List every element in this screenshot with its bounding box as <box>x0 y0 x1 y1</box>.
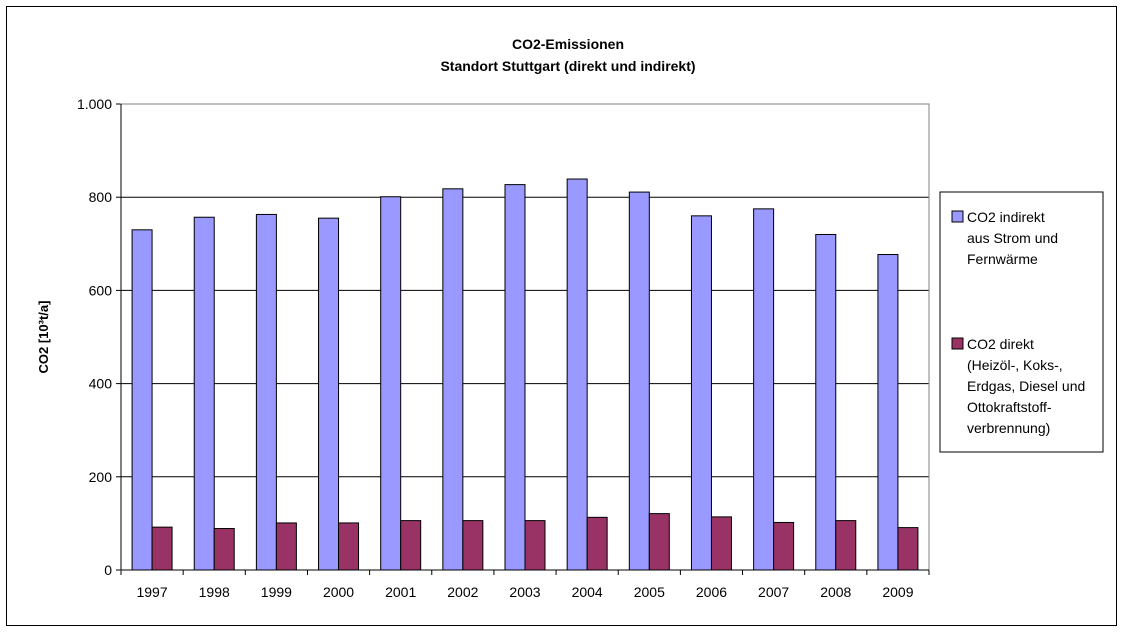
legend-label: CO2 indirekt <box>967 209 1045 225</box>
bar-direkt-2004 <box>586 516 608 571</box>
y-tick-label: 200 <box>89 469 113 485</box>
y-tick-label: 1.000 <box>77 96 112 112</box>
plot-area: 0 200 400 600 800 1.000 1997 1998 1999 2000 2001 20… <box>77 96 930 600</box>
bar-indirekt-2004 <box>566 178 588 571</box>
y-tick-label: 800 <box>89 189 113 205</box>
bar-indirekt-2009 <box>877 254 899 571</box>
bar-direkt-2003 <box>524 520 546 571</box>
x-tick-label: 2007 <box>758 584 789 600</box>
bar-direkt-2009 <box>897 527 919 571</box>
x-tick-label: 2003 <box>509 584 540 600</box>
legend-swatch <box>951 337 964 350</box>
legend-label: aus Strom und <box>967 230 1058 246</box>
legend-label: CO2 direkt <box>967 336 1034 352</box>
y-tick-label: 400 <box>89 376 113 392</box>
chart-subtitle: Standort Stuttgart (direkt und indirekt) <box>440 58 695 74</box>
x-tick-label: 2006 <box>696 584 727 600</box>
legend-label: (Heizöl-, Koks-, <box>967 357 1063 373</box>
y-axis-label: CO2 [10³t/a] <box>36 301 51 374</box>
x-tick-label: 2005 <box>634 584 665 600</box>
bar-indirekt-2001 <box>380 196 402 571</box>
bar-direkt-1997 <box>151 526 173 571</box>
x-tick-label: 2000 <box>323 584 354 600</box>
bar-direkt-2001 <box>400 520 422 571</box>
bar-indirekt-1997 <box>131 229 153 571</box>
x-tick-label: 1998 <box>199 584 230 600</box>
y-tick-label: 0 <box>104 562 112 578</box>
legend-label: verbrennung) <box>967 420 1050 436</box>
bar-indirekt-2006 <box>690 215 712 571</box>
x-tick-label: 2008 <box>820 584 851 600</box>
bar-indirekt-1999 <box>255 213 277 571</box>
x-tick-label: 1999 <box>261 584 292 600</box>
chart-title: CO2-Emissionen <box>512 36 624 52</box>
x-tick-label: 2009 <box>882 584 913 600</box>
bar-indirekt-2007 <box>753 208 775 571</box>
x-tick-label: 1997 <box>136 584 167 600</box>
bar-direkt-2002 <box>462 520 484 571</box>
bar-direkt-2008 <box>835 520 857 571</box>
y-tick-label: 600 <box>89 282 113 298</box>
x-tick-label: 2001 <box>385 584 416 600</box>
x-tick-label: 2004 <box>572 584 603 600</box>
bar-direkt-2006 <box>710 516 732 571</box>
legend-box <box>939 191 1104 453</box>
legend-label: Ottokraftstoff- <box>967 399 1052 415</box>
bar-direkt-2000 <box>338 522 360 571</box>
bar-direkt-2005 <box>648 513 670 571</box>
bar-indirekt-2008 <box>815 233 837 571</box>
x-tick-label: 2002 <box>447 584 478 600</box>
bar-indirekt-1998 <box>193 216 215 571</box>
bar-direkt-2007 <box>773 521 795 571</box>
legend-label: Erdgas, Diesel und <box>967 378 1085 394</box>
bar-direkt-1998 <box>213 528 235 571</box>
legend-swatch <box>951 210 964 223</box>
bar-indirekt-2005 <box>628 191 650 571</box>
bar-indirekt-2002 <box>442 188 464 571</box>
bar-direkt-1999 <box>275 522 297 571</box>
legend: CO2 indirekt aus Strom und Fernwärme CO2 di… <box>939 191 1104 453</box>
bar-indirekt-2000 <box>318 217 340 571</box>
bar-indirekt-2003 <box>504 184 526 571</box>
legend-label: Fernwärme <box>967 251 1038 267</box>
